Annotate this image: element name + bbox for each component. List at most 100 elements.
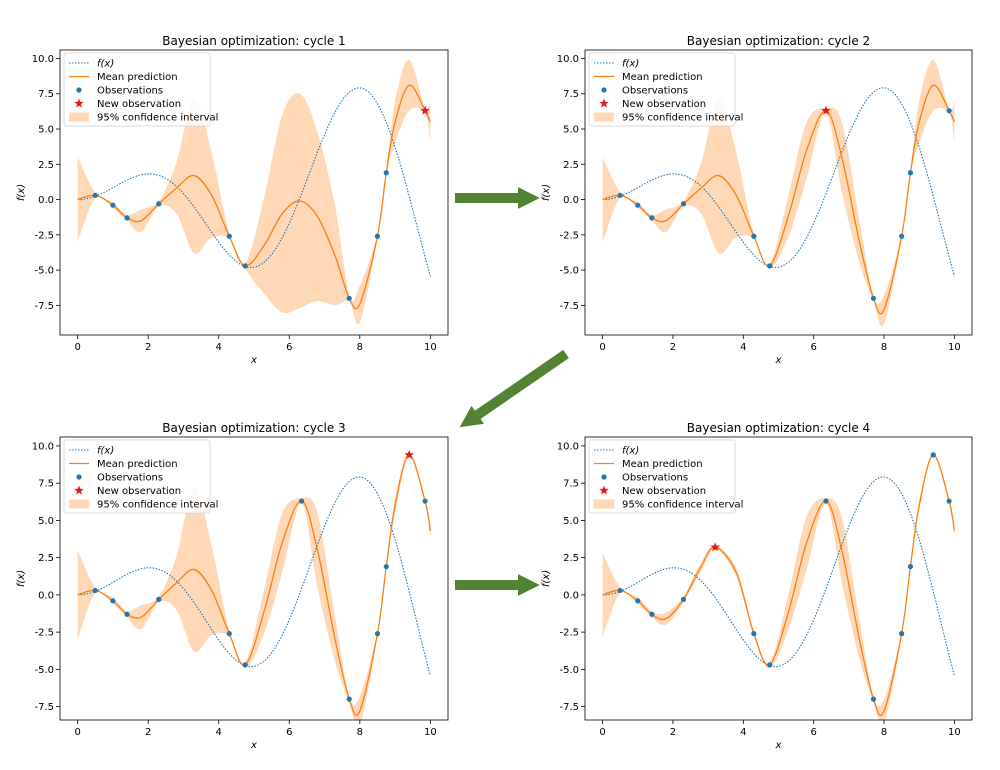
- legend-star-marker: [74, 98, 84, 108]
- observation-point: [346, 696, 352, 702]
- legend: f(x) Mean prediction Observations New obser…: [63, 52, 218, 127]
- y-tick-label: 2.5: [563, 553, 579, 564]
- x-tick-label: 6: [810, 727, 816, 738]
- y-tick-label: 10.0: [32, 54, 54, 65]
- axes-frame: [584, 436, 973, 721]
- legend-ci-swatch: [594, 112, 614, 122]
- y-axis-label: f(x): [541, 184, 552, 201]
- legend: f(x) Mean prediction Observations New obser…: [588, 52, 743, 127]
- y-tick-label: 7.5: [38, 89, 54, 100]
- y-tick-label: -7.5: [559, 702, 579, 713]
- x-tick-label: 10: [424, 727, 437, 738]
- y-tick-label: 5.0: [563, 516, 579, 527]
- legend-mean-prediction-label: Mean prediction: [97, 72, 178, 83]
- y-tick-label: 0.0: [563, 590, 579, 601]
- x-axis-label: x: [250, 740, 257, 751]
- y-tick-label: -2.5: [34, 230, 54, 241]
- y-tick-label: -5.0: [34, 266, 54, 277]
- observation-point: [383, 563, 389, 570]
- observation-point: [156, 201, 162, 207]
- true-function-line: [77, 87, 431, 277]
- true-function-line: [602, 476, 955, 677]
- observation-point: [422, 498, 428, 504]
- x-tick-label: 4: [216, 727, 222, 738]
- x-tick-label: 4: [740, 342, 746, 353]
- y-tick-label: 10.0: [557, 54, 579, 65]
- confidence-band: [77, 59, 431, 325]
- arrow-cycle2-to-cycle3: [459, 349, 569, 428]
- legend-observations-label: Observations: [622, 86, 688, 97]
- plot-area: [77, 449, 432, 720]
- x-axis-label: x: [775, 740, 782, 751]
- observation-point: [226, 233, 232, 239]
- y-tick-label: 0.0: [38, 195, 54, 206]
- chart-title: Bayesian optimization: cycle 4: [687, 421, 870, 435]
- observation-point: [124, 215, 130, 221]
- x-tick-label: 10: [948, 342, 961, 353]
- plot-area: [602, 452, 956, 720]
- x-tick-label: 6: [286, 727, 292, 738]
- y-tick-label: -7.5: [559, 301, 579, 312]
- axes-frame: [59, 436, 449, 721]
- chart-panel-4: 0 2 4 6 8 10 10.0 7.5 5.0 2.5 0.0 -2.5 -5.0 -7.5 Bayes…: [541, 421, 973, 751]
- legend-box: [588, 52, 736, 127]
- observation-point: [110, 202, 116, 208]
- y-tick-label: 7.5: [563, 89, 579, 100]
- legend-mean-prediction-label: Mean prediction: [622, 459, 703, 470]
- observation-point: [870, 696, 877, 702]
- observation-point: [635, 598, 641, 604]
- legend-ci-swatch: [69, 499, 89, 509]
- legend: f(x) Mean prediction Observations New obser…: [63, 439, 218, 514]
- observation-point: [124, 611, 130, 617]
- legend-observation-marker: [601, 474, 607, 480]
- chart-title: Bayesian optimization: cycle 1: [162, 34, 345, 48]
- x-tick-label: 4: [740, 727, 746, 738]
- legend-observations-label: Observations: [97, 86, 163, 97]
- observation-point: [767, 263, 773, 269]
- legend: f(x) Mean prediction Observations New obser…: [588, 439, 743, 514]
- y-axis-label: f(x): [16, 570, 27, 587]
- y-tick-label: -2.5: [34, 628, 54, 639]
- legend-observation-marker: [601, 87, 607, 93]
- observation-point: [374, 233, 381, 239]
- observation-point: [930, 452, 936, 458]
- legend-ci-swatch: [69, 112, 89, 122]
- new-observation-star: [404, 449, 414, 459]
- plot-area: [77, 59, 431, 325]
- legend-new-observation-label: New observation: [97, 99, 181, 110]
- observation-point: [899, 631, 905, 637]
- observation-point: [635, 202, 641, 208]
- x-tick-label: 10: [424, 342, 437, 353]
- observation-point: [346, 295, 352, 301]
- y-tick-label: 7.5: [563, 479, 579, 490]
- axes-frame: [59, 49, 449, 336]
- y-tick-label: -7.5: [34, 702, 54, 713]
- legend-box: [63, 52, 211, 127]
- observation-point: [617, 587, 623, 594]
- legend-ci-swatch: [594, 499, 614, 509]
- x-tick-label: 0: [599, 342, 605, 353]
- new-observation-star: [710, 542, 720, 552]
- legend-true-function-label: f(x): [97, 446, 114, 457]
- x-tick-label: 8: [357, 342, 363, 353]
- plot-area: [602, 59, 956, 327]
- x-tick-label: 2: [670, 727, 676, 738]
- legend-observation-marker: [76, 87, 82, 93]
- y-tick-label: -2.5: [559, 628, 579, 639]
- observation-point: [680, 596, 687, 602]
- y-tick-label: 5.0: [38, 516, 54, 527]
- y-tick-label: 7.5: [38, 479, 54, 490]
- legend-confidence-interval-label: 95% confidence interval: [97, 500, 218, 511]
- new-observation-star: [420, 105, 430, 115]
- legend-star-marker: [74, 485, 84, 495]
- true-function-line: [602, 87, 955, 277]
- y-tick-label: -2.5: [559, 230, 579, 241]
- y-tick-label: 10.0: [32, 441, 54, 452]
- legend-box: [63, 439, 211, 514]
- observation-point: [946, 498, 952, 504]
- legend-mean-prediction-label: Mean prediction: [622, 72, 703, 83]
- observation-point: [680, 201, 687, 207]
- observation-point: [767, 662, 773, 668]
- observation-point: [823, 498, 829, 504]
